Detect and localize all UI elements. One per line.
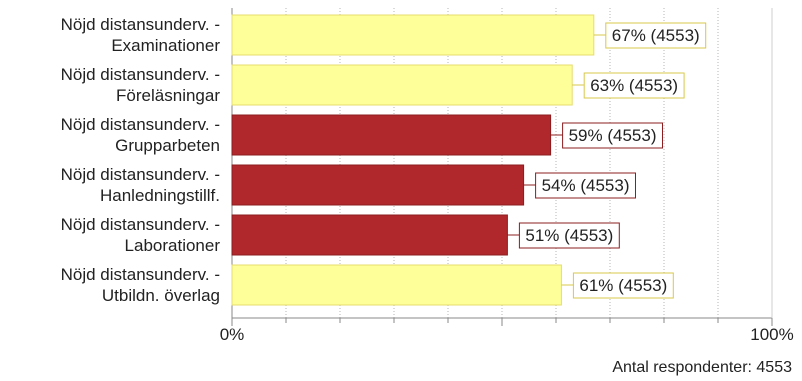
x-tick-label: 100% xyxy=(750,325,793,344)
category-label: Nöjd distansunderv. - Föreläsningar xyxy=(61,65,221,105)
value-label: 59% (4553) xyxy=(569,126,657,145)
category-label: Nöjd distansunderv. - Grupparbeten xyxy=(61,115,220,155)
category-label-line: Examinationer xyxy=(111,36,220,55)
category-label: Nöjd distansunderv. - Examinationer xyxy=(61,15,221,55)
value-label-box xyxy=(605,22,707,49)
value-label: 51% (4553) xyxy=(525,226,613,245)
category-label-line: Laborationer xyxy=(125,236,221,255)
category-label: Nöjd distansunderv. - Hanledningstillf. xyxy=(61,165,220,205)
category-label-line: Grupparbeten xyxy=(115,136,220,155)
value-label-box xyxy=(518,222,620,249)
value-label-box xyxy=(562,122,663,149)
category-label-line: Utbildn. överlag xyxy=(102,286,220,305)
category-label-line: Nöjd distansunderv. - xyxy=(61,265,220,284)
category-label-line: Nöjd distansunderv. - xyxy=(61,65,220,84)
bar xyxy=(231,164,525,206)
bar xyxy=(231,114,552,156)
category-label: Nöjd distansunderv. - Laborationer xyxy=(61,215,221,255)
bar xyxy=(231,64,573,106)
value-label: 61% (4553) xyxy=(579,276,667,295)
category-label-line: Hanledningstillf. xyxy=(100,186,220,205)
respondent-count: Antal respondenter: 4553 xyxy=(612,359,792,376)
value-label-box xyxy=(583,72,685,99)
bar xyxy=(231,14,595,56)
bar xyxy=(231,214,508,256)
category-label-line: Nöjd distansunderv. - xyxy=(61,115,220,134)
category-label-line: Föreläsningar xyxy=(116,86,220,105)
category-label-line: Nöjd distansunderv. - xyxy=(61,15,220,34)
category-label-line: Nöjd distansunderv. - xyxy=(61,165,220,184)
value-label: 63% (4553) xyxy=(590,76,678,95)
category-label-line: Nöjd distansunderv. - xyxy=(61,215,220,234)
value-label-box xyxy=(535,172,636,199)
value-label: 67% (4553) xyxy=(612,26,700,45)
value-label: 54% (4553) xyxy=(542,176,630,195)
x-tick-label: 0% xyxy=(220,325,245,344)
bar xyxy=(231,264,562,306)
value-label-box xyxy=(572,272,674,299)
category-label: Nöjd distansunderv. - Utbildn. överlag xyxy=(61,265,220,305)
